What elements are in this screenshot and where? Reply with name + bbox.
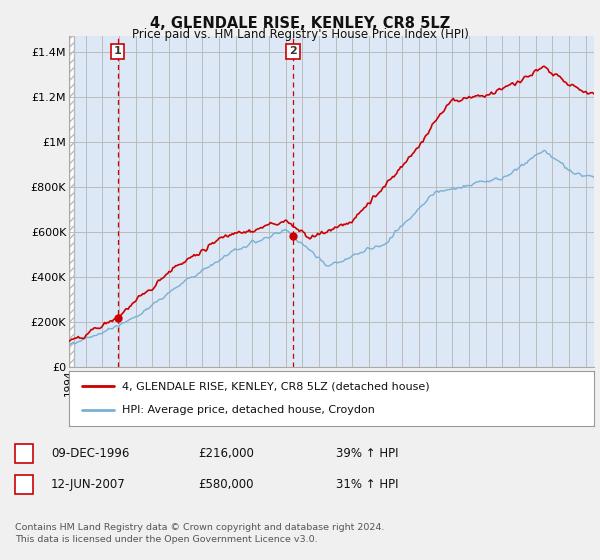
Text: 1: 1 (114, 46, 122, 57)
Text: 31% ↑ HPI: 31% ↑ HPI (336, 478, 398, 491)
Text: 4, GLENDALE RISE, KENLEY, CR8 5LZ: 4, GLENDALE RISE, KENLEY, CR8 5LZ (150, 16, 450, 31)
Text: 1: 1 (20, 447, 28, 460)
Text: 12-JUN-2007: 12-JUN-2007 (51, 478, 126, 491)
Text: Contains HM Land Registry data © Crown copyright and database right 2024.
This d: Contains HM Land Registry data © Crown c… (15, 523, 385, 544)
Text: Price paid vs. HM Land Registry's House Price Index (HPI): Price paid vs. HM Land Registry's House … (131, 28, 469, 41)
Text: 2: 2 (20, 478, 28, 491)
Text: 39% ↑ HPI: 39% ↑ HPI (336, 447, 398, 460)
Text: £216,000: £216,000 (198, 447, 254, 460)
Text: 4, GLENDALE RISE, KENLEY, CR8 5LZ (detached house): 4, GLENDALE RISE, KENLEY, CR8 5LZ (detac… (121, 381, 429, 391)
Text: 2: 2 (289, 46, 297, 57)
Text: HPI: Average price, detached house, Croydon: HPI: Average price, detached house, Croy… (121, 405, 374, 415)
Text: £580,000: £580,000 (198, 478, 254, 491)
Text: 09-DEC-1996: 09-DEC-1996 (51, 447, 130, 460)
Bar (69, 36, 74, 367)
